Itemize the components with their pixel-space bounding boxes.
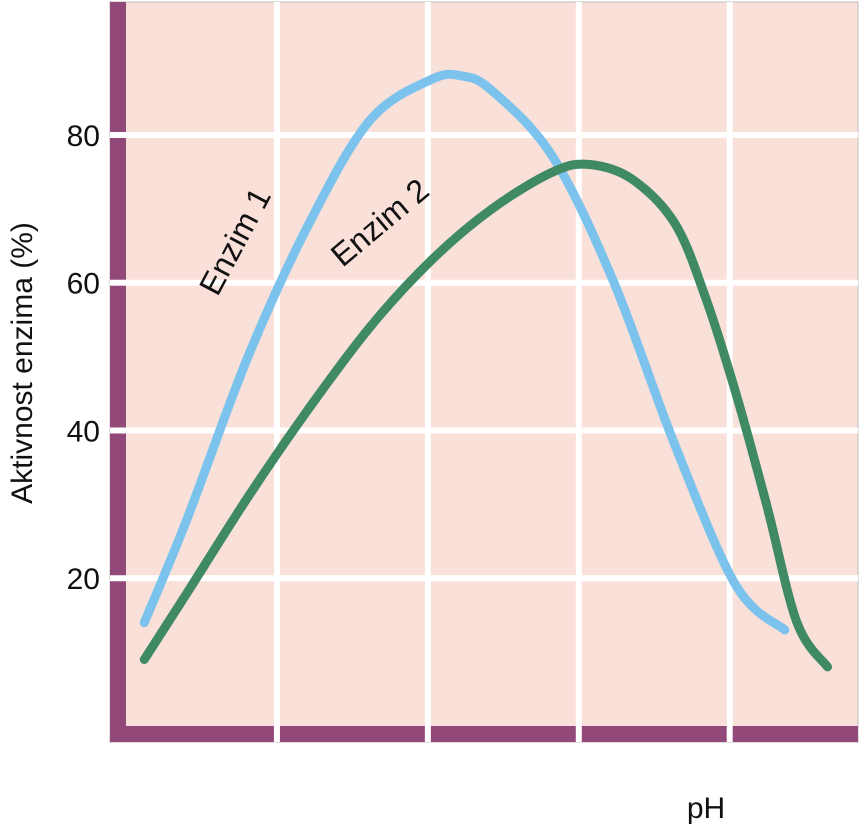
plot-area [109,1,859,743]
y-tick-label: 40 [67,415,100,448]
y-tick-label: 20 [67,563,100,596]
x-axis-bar-gap [726,726,733,742]
plot-background [109,1,859,743]
x-axis-bar-gap [575,726,582,742]
series-lines [139,69,832,672]
y-tick-labels: 20 40 60 80 [67,120,100,596]
y-axis-bar-tick [110,575,126,582]
x-axis-label: pH [687,792,725,825]
x-axis-bar [110,726,858,742]
y-axis-bar-tick [110,131,126,138]
axis-bars [110,2,858,742]
grid [110,2,858,742]
y-axis-bar-tick [110,427,126,434]
series-line-2 [139,159,832,672]
y-axis-bar-tick [110,279,126,286]
x-axis-bar-gap [273,726,280,742]
x-axis-bar-gap [424,726,431,742]
y-axis-bar [110,2,126,742]
y-axis-label: Aktivnost enzima (%) [6,222,39,504]
series-line-1 [139,69,790,635]
y-tick-label: 80 [67,120,100,153]
y-tick-label: 60 [67,268,100,301]
